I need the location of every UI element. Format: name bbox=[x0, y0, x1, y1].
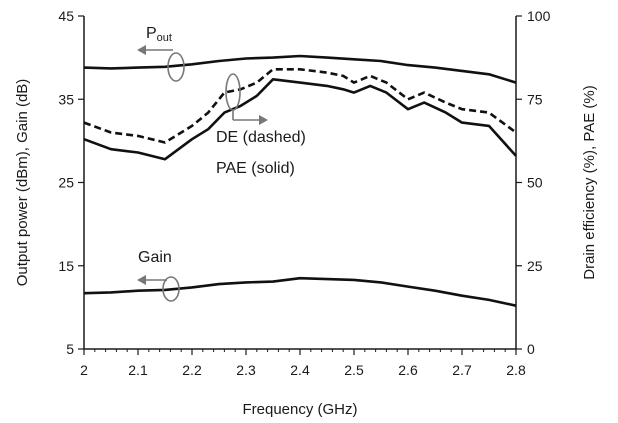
right-y-tick-labels: 0 25 50 75 100 bbox=[527, 8, 551, 357]
pout-annotation-sub: out bbox=[157, 32, 172, 44]
gain-marker-ellipse bbox=[162, 276, 180, 302]
axes bbox=[78, 15, 522, 355]
pout-annotation: Pout bbox=[146, 25, 172, 44]
right-y-tick-label: 25 bbox=[527, 258, 543, 274]
de-pae-arrow-head bbox=[259, 115, 268, 125]
gain-annotation: Gain bbox=[138, 249, 172, 266]
x-tick-labels: 2 2.1 2.2 2.3 2.4 2.5 2.6 2.7 2.8 bbox=[80, 362, 526, 378]
right-y-tick-label: 100 bbox=[527, 8, 551, 24]
pout-arrow-head bbox=[137, 45, 146, 55]
x-tick-label: 2.6 bbox=[398, 362, 418, 378]
x-tick-label: 2.8 bbox=[506, 362, 526, 378]
right-y-tick-label: 75 bbox=[527, 91, 543, 107]
annotation-layer bbox=[137, 45, 268, 302]
right-y-tick-label: 50 bbox=[527, 175, 543, 191]
gain-arrow-head bbox=[137, 275, 146, 285]
de-annotation: DE (dashed) bbox=[216, 129, 306, 146]
x-tick-label: 2 bbox=[80, 362, 88, 378]
right-y-tick-label: 0 bbox=[527, 341, 535, 357]
x-tick-label: 2.1 bbox=[128, 362, 148, 378]
pout-marker-ellipse bbox=[167, 52, 185, 82]
series-line-pae bbox=[83, 78, 517, 161]
x-tick-label: 2.2 bbox=[182, 362, 202, 378]
series-line-pout bbox=[83, 54, 517, 84]
left-y-tick-labels: 5 15 25 35 45 bbox=[58, 8, 74, 357]
series-layer bbox=[83, 54, 517, 307]
left-y-tick-label: 25 bbox=[58, 175, 74, 191]
left-y-axis-title: Output power (dBm), Gain (dB) bbox=[14, 79, 31, 287]
left-y-tick-label: 5 bbox=[66, 341, 74, 357]
x-tick-label: 2.3 bbox=[236, 362, 256, 378]
x-tick-label: 2.4 bbox=[290, 362, 310, 378]
series-line-gain bbox=[83, 276, 517, 307]
left-y-tick-label: 15 bbox=[58, 258, 74, 274]
x-axis-title: Frequency (GHz) bbox=[242, 401, 357, 418]
series-line-de bbox=[83, 68, 517, 144]
x-tick-label: 2.5 bbox=[344, 362, 364, 378]
left-y-tick-label: 45 bbox=[58, 8, 74, 24]
pae-annotation: PAE (solid) bbox=[216, 160, 295, 177]
left-y-tick-label: 35 bbox=[58, 91, 74, 107]
x-tick-label: 2.7 bbox=[452, 362, 472, 378]
pout-annotation-main: P bbox=[146, 25, 157, 42]
right-y-axis-title: Drain efficiency (%), PAE (%) bbox=[581, 85, 598, 280]
